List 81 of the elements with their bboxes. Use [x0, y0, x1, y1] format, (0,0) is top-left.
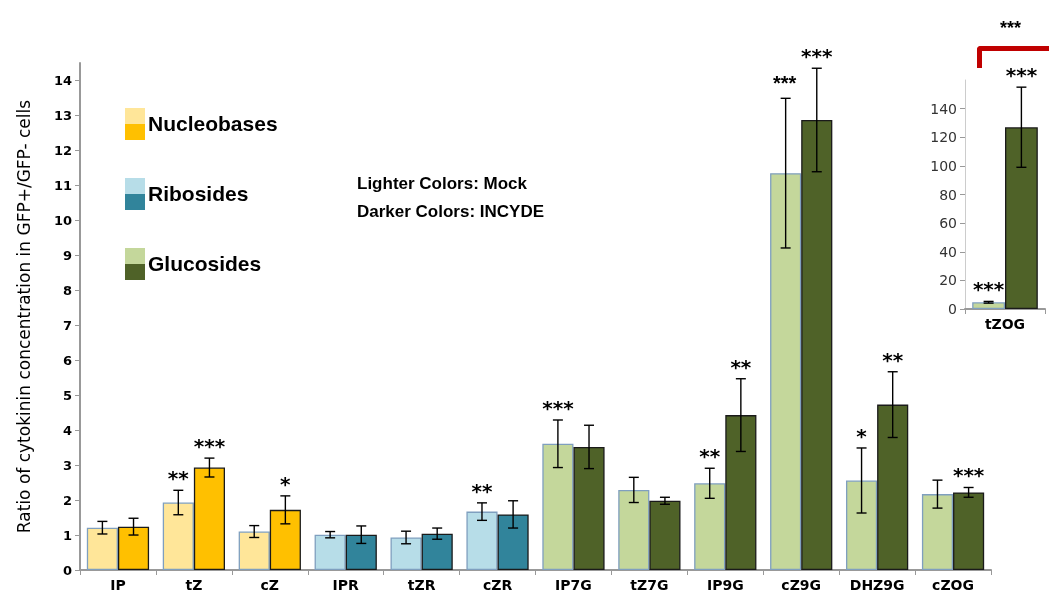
annotation: ** [730, 354, 752, 379]
annotation: * [280, 471, 292, 496]
y-tick-label: 3 [62, 457, 72, 473]
y-tick-label: 20 [939, 272, 957, 289]
y-tick-label: 120 [930, 129, 957, 146]
y-tick-label: 140 [930, 100, 957, 117]
annotation: * [856, 423, 868, 448]
annotation: *** [972, 277, 1005, 302]
bar [921, 494, 954, 570]
bar [725, 415, 757, 570]
x-tick-label: tZ [185, 577, 203, 593]
x-tick-label: IP7G [555, 577, 592, 593]
x-tick-label: tZ7G [630, 577, 669, 593]
y-tick-label: 5 [62, 387, 72, 403]
x-tick-label: cZR [482, 577, 513, 593]
y-tick-label: 40 [939, 243, 957, 260]
bar [314, 534, 346, 570]
x-tick-label: IPR [332, 577, 360, 593]
annotation: *** [801, 44, 833, 69]
annotation: *** [952, 463, 985, 488]
bar [466, 511, 498, 570]
bar [390, 537, 422, 570]
y-tick-label: 100 [930, 157, 957, 174]
annotation: *** [773, 72, 797, 95]
y-tick-label: 60 [939, 215, 957, 232]
y-tick-label: 4 [62, 422, 72, 438]
y-tick-label: 0 [948, 301, 957, 317]
y-tick-label: 8 [62, 282, 72, 298]
x-tick-label: IP9G [706, 577, 744, 593]
annotation: *** [193, 434, 226, 459]
bar [801, 119, 833, 570]
y-tick-label: 1 [62, 527, 72, 543]
bar [497, 514, 529, 570]
bar [877, 404, 909, 570]
x-tick-label: tZR [407, 577, 436, 593]
annotation: ** [167, 466, 190, 491]
x-tick-label: IP [110, 577, 126, 593]
bar [618, 489, 650, 570]
annotation: *** [542, 396, 575, 420]
text: *** [1000, 18, 1022, 39]
annotation: Nucleobases [148, 112, 278, 136]
annotation: Darker Colors: INCYDE [357, 201, 545, 223]
bar [117, 526, 150, 570]
bar [238, 531, 270, 570]
y-tick-label: 7 [62, 317, 72, 333]
annotation: ** [471, 478, 493, 503]
bar [846, 480, 878, 570]
bar [269, 509, 301, 570]
x-tick-label: DHZ9G [849, 577, 905, 593]
x-tick-label: cZOG [932, 577, 974, 593]
x-tick-label: cZ [260, 577, 280, 593]
bar [421, 533, 453, 570]
annotation: Glucosides [148, 252, 262, 276]
bar [694, 483, 726, 570]
x-tick-label: tZOG [984, 316, 1026, 332]
bar [345, 534, 377, 570]
bar [649, 500, 681, 570]
bar [162, 502, 194, 570]
y-tick-label: 12 [53, 142, 72, 158]
bar [953, 492, 985, 570]
y-axis-title: Ratio of cytokinin concentration in GFP+/GFP- cells [13, 99, 34, 534]
y-tick-label: 2 [62, 492, 72, 508]
annotation: Lighter Colors: Mock [357, 173, 528, 195]
x-tick-label: cZ9G [781, 577, 822, 593]
annotation: ** [882, 347, 904, 372]
bar [86, 527, 118, 570]
y-tick-label: 13 [53, 107, 72, 123]
annotation: Ribosides [148, 182, 249, 206]
y-tick-label: 0 [62, 562, 72, 578]
y-tick-label: 80 [939, 186, 957, 203]
bar [573, 446, 605, 570]
y-tick-label: 14 [53, 72, 72, 88]
bar [542, 443, 574, 570]
annotation: *** [1005, 63, 1038, 88]
bar [770, 173, 802, 570]
y-tick-label: 6 [62, 352, 72, 368]
annotation: ** [699, 444, 721, 469]
y-tick-label: 10 [53, 212, 72, 228]
bar [193, 467, 225, 570]
y-tick-label: 11 [53, 177, 72, 193]
y-tick-label: 9 [62, 247, 72, 263]
